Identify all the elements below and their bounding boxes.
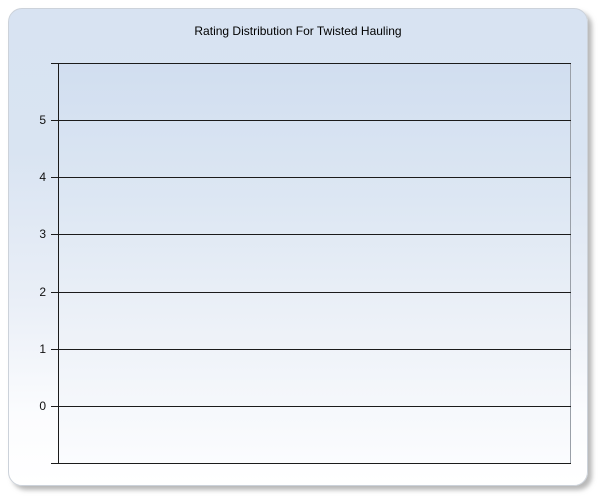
y-axis-tick [51,349,58,350]
y-axis-tick [51,406,58,407]
gridline [58,292,571,293]
y-axis-tick-label: 1 [39,342,46,356]
gridline [58,177,571,178]
y-axis-tick-label: 0 [39,399,46,413]
plot-area: 5 4 3 2 1 0 [39,63,571,464]
y-axis-tick-label: 5 [39,113,46,127]
gridline [58,63,571,64]
gridline [58,406,571,407]
y-axis-tick-label: 3 [39,227,46,241]
y-axis-tick [51,292,58,293]
gridline [58,463,571,464]
y-axis-tick [51,120,58,121]
gridline [58,120,571,121]
gridline [58,349,571,350]
y-axis-tick [51,63,58,64]
y-axis-tick [51,463,58,464]
y-axis-tick-label: 4 [39,170,46,184]
y-axis-tick [51,177,58,178]
chart-panel: Rating Distribution For Twisted Hauling … [8,8,588,486]
y-axis-tick-label: 2 [39,285,46,299]
chart-title: Rating Distribution For Twisted Hauling [194,24,402,38]
gridline [58,234,571,235]
y-axis-line [58,63,59,464]
plot-right-border [570,63,571,464]
y-axis-tick [51,234,58,235]
